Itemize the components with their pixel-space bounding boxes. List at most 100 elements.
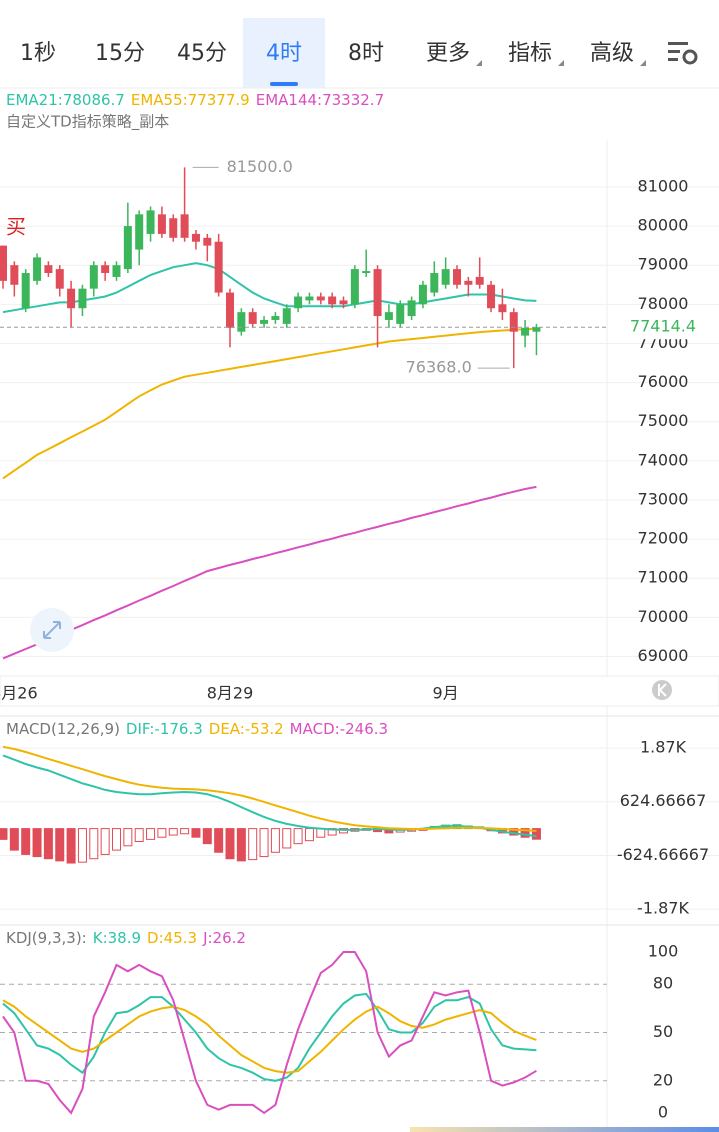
macd-bar xyxy=(66,828,76,864)
candle-body xyxy=(89,265,98,289)
y-tick-label: 50 xyxy=(653,1022,673,1041)
candle-body xyxy=(123,226,132,270)
indicator-line xyxy=(2,999,537,1074)
legend-entry: DEA:-53.2 xyxy=(209,720,284,738)
tab[interactable]: 1秒 xyxy=(20,41,56,66)
candle-body xyxy=(453,269,461,285)
candle-body xyxy=(339,300,348,305)
candle-body xyxy=(373,269,382,317)
tab-underline xyxy=(270,82,298,86)
macd-bar xyxy=(236,828,246,862)
candle-body xyxy=(328,296,337,305)
tab[interactable]: 指标 xyxy=(508,41,564,66)
candle-body xyxy=(55,269,64,289)
candle-body xyxy=(112,265,121,277)
candle-body xyxy=(407,300,416,317)
candle-body xyxy=(0,245,7,281)
x-tick-label: 8月26 xyxy=(0,684,38,703)
tab[interactable]: 更多 xyxy=(426,41,482,66)
indicator-line xyxy=(2,485,537,660)
candle-body xyxy=(532,327,541,332)
expand-button[interactable] xyxy=(30,608,74,652)
y-tick-label: 100 xyxy=(648,942,679,961)
button-bg xyxy=(652,680,672,700)
candle-body xyxy=(226,292,234,328)
settings-icon[interactable] xyxy=(668,42,698,65)
indicator-line xyxy=(2,327,537,480)
scroll-latest-button[interactable] xyxy=(652,680,672,700)
macd-bar xyxy=(214,828,224,853)
y-tick-label: 80000 xyxy=(638,216,689,235)
legend-entry: MACD:-246.3 xyxy=(290,720,388,738)
tab[interactable]: 高级 xyxy=(590,41,646,66)
tab-label: 15分 xyxy=(95,41,145,66)
x-tick-label: 8月29 xyxy=(207,684,254,703)
tab[interactable]: 15分 xyxy=(95,41,145,66)
candle-body xyxy=(430,273,439,293)
macd-bar xyxy=(316,828,326,838)
macd-bar xyxy=(157,828,167,838)
candle-body xyxy=(316,296,325,301)
indicator-line xyxy=(2,262,537,314)
annotation-label: 81500.0 xyxy=(227,157,293,176)
candle-body xyxy=(475,276,484,285)
panel-title: MACD(12,26,9) xyxy=(6,720,120,738)
candle-body xyxy=(21,273,30,309)
y-tick-label: 20 xyxy=(653,1070,673,1089)
tab-label: 45分 xyxy=(177,41,227,66)
candle-body xyxy=(282,308,291,324)
macd-bar xyxy=(531,828,541,840)
x-tick-label: 9月 xyxy=(433,684,459,703)
legend-entry: EMA21:78086.7 xyxy=(6,91,125,109)
macd-bar xyxy=(134,828,144,843)
tab-label: 高级 xyxy=(590,41,634,66)
macd-bar xyxy=(270,828,280,853)
y-tick-label: 78000 xyxy=(638,294,689,313)
tab[interactable]: 45分 xyxy=(177,41,227,66)
y-tick-label: 624.66667 xyxy=(620,791,707,810)
candle-body xyxy=(180,214,189,238)
tab-label: 8时 xyxy=(348,41,384,66)
dropdown-caret xyxy=(558,60,564,66)
y-tick-label: 69000 xyxy=(638,646,689,665)
macd-bar xyxy=(282,828,292,849)
y-tick-label: 79000 xyxy=(638,255,689,274)
legend-entry: D:45.3 xyxy=(147,929,197,947)
candle-body xyxy=(260,319,269,324)
candle-body xyxy=(464,280,473,285)
indicator-line xyxy=(2,992,537,1082)
legend: MACD(12,26,9) DIF:-176.3 DEA:-53.2 MACD:-24… xyxy=(6,720,388,738)
macd-bar xyxy=(123,828,133,847)
annotation-label: 76368.0 xyxy=(406,358,472,377)
legend-entry: K:38.9 xyxy=(93,929,141,947)
candle-body xyxy=(10,265,19,285)
candle-body xyxy=(191,233,200,242)
tab[interactable]: 8时 xyxy=(348,41,384,66)
macd-bar xyxy=(248,828,258,861)
legend-entry: J:26.2 xyxy=(202,929,246,947)
y-tick-label: 80 xyxy=(653,974,673,993)
legend-entry: EMA55:77377.9 xyxy=(131,91,250,109)
macd-bar xyxy=(43,828,53,860)
signal-label: 买 xyxy=(6,215,26,239)
expand-arrow xyxy=(43,621,61,639)
macd-bar xyxy=(191,828,201,838)
tab[interactable]: 4时 xyxy=(243,18,325,88)
candle-body xyxy=(384,312,393,320)
bottom-strip xyxy=(410,1127,719,1132)
dropdown-caret xyxy=(476,60,482,66)
candle-body xyxy=(294,296,303,309)
macd-bar xyxy=(146,828,156,840)
candle-body xyxy=(248,312,257,324)
candle-body xyxy=(78,288,87,309)
current-price-box xyxy=(612,315,719,340)
current-price-label: 77414.4 xyxy=(630,317,696,336)
legend: EMA21:78086.7 EMA55:77377.9 EMA144:73332.7 xyxy=(6,91,384,109)
y-tick-label: 70000 xyxy=(638,607,689,626)
legend-entry: DIF:-176.3 xyxy=(126,720,203,738)
candle-body xyxy=(44,265,53,274)
legend: KDJ(9,3,3): K:38.9 D:45.3 J:26.2 xyxy=(6,929,246,947)
macd-bar xyxy=(77,828,87,863)
